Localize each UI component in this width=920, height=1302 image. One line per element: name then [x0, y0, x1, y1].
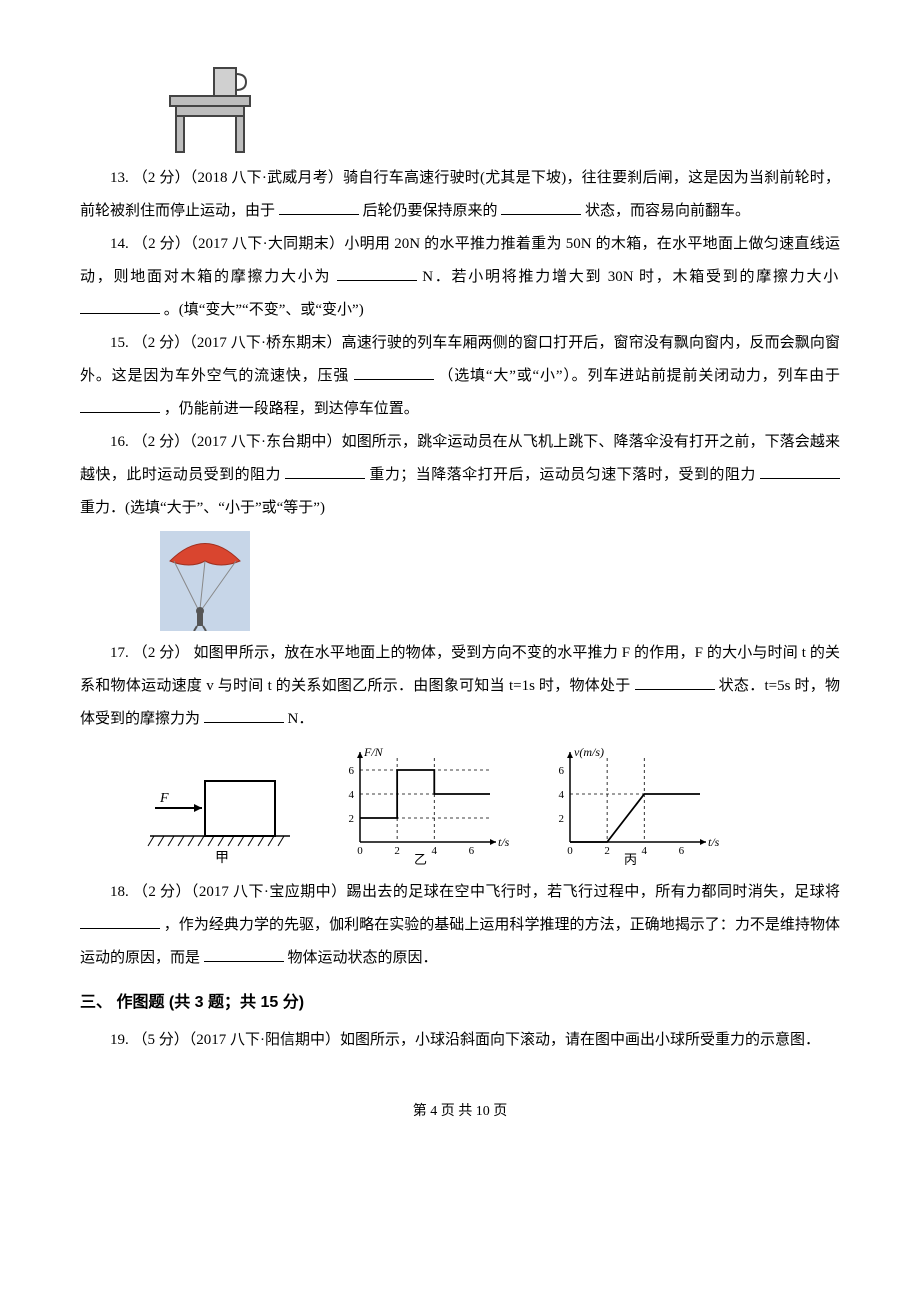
q13-mid: 后轮仍要保持原来的: [363, 203, 498, 219]
caption-jia: 甲: [215, 851, 229, 866]
svg-text:v(m/s): v(m/s): [574, 746, 604, 759]
svg-text:0: 0: [567, 845, 573, 857]
question-19: 19. （5 分）（2017 八下·阳信期中）如图所示，小球沿斜面向下滚动，请在…: [80, 1024, 840, 1057]
q18-blank-2[interactable]: [204, 946, 284, 962]
question-16: 16. （2 分）（2017 八下·东台期中）如图所示，跳伞运动员在从飞机上跳下…: [80, 426, 840, 525]
chart-Ft: 0 2 4 6 2 4 6 t/s F/N 乙: [330, 746, 510, 866]
section-3-title: 三、 作图题 (共 3 题；共 15 分): [80, 985, 840, 1020]
svg-text:2: 2: [604, 845, 610, 857]
q16-blank-2[interactable]: [760, 463, 840, 479]
question-18: 18. （2 分）（2017 八下·宝应期中）踢出去的足球在空中飞行时，若飞行过…: [80, 876, 840, 975]
q15-blank-1[interactable]: [354, 364, 434, 380]
q15-blank-2[interactable]: [80, 397, 160, 413]
q14-blank-2[interactable]: [80, 298, 160, 314]
figure-row-q17: F 甲 0 2 4 6 2 4 6 t/s F/N 乙 0 2 4 6 2 4 6 t/s v(m/s) 丙: [140, 746, 840, 866]
q13-blank-1[interactable]: [279, 199, 359, 215]
q16-blank-1[interactable]: [285, 463, 365, 479]
question-14: 14. （2 分）（2017 八下·大同期末）小明用 20N 的水平推力推着重为…: [80, 228, 840, 327]
svg-text:2: 2: [559, 813, 565, 825]
q15-mid1: （选填“大”或“小”）。列车进站前提前关闭动力，列车由于: [438, 368, 840, 384]
svg-text:4: 4: [642, 845, 648, 857]
question-17: 17. （2 分） 如图甲所示，放在水平地面上的物体，受到方向不变的水平推力 F…: [80, 637, 840, 736]
q14-tail: 。(填“变大”“不变”、或“变小”): [164, 302, 364, 318]
question-15: 15. （2 分）（2017 八下·桥东期末）高速行驶的列车车厢两侧的窗口打开后…: [80, 327, 840, 426]
svg-text:4: 4: [559, 789, 565, 801]
q17-tail: N．: [288, 711, 314, 727]
q14-mid: N．若小明将推力增大到 30N 时，木箱受到的摩擦力大小: [422, 269, 840, 285]
q18-prefix: 18. （2 分）（2017 八下·宝应期中）踢出去的足球在空中飞行时，若飞行过…: [110, 884, 840, 900]
svg-text:2: 2: [349, 813, 355, 825]
label-F: F: [159, 791, 169, 806]
svg-text:t/s: t/s: [708, 835, 720, 849]
q18-blank-1[interactable]: [80, 913, 160, 929]
q18-tail: 物体运动状态的原因．: [288, 950, 438, 966]
svg-text:4: 4: [349, 789, 355, 801]
figure-parachute: [160, 531, 840, 631]
svg-text:2: 2: [394, 845, 400, 857]
q18-mid: ，作为经典力学的先驱，伽利略在实验的基础上运用科学推理的方法，正确地揭示了：力不…: [80, 917, 840, 966]
q17-blank-2[interactable]: [204, 707, 284, 723]
svg-text:t/s: t/s: [498, 835, 510, 849]
svg-text:4: 4: [432, 845, 438, 857]
svg-text:6: 6: [559, 765, 565, 777]
svg-text:0: 0: [357, 845, 363, 857]
q13-tail: 状态，而容易向前翻车。: [585, 203, 750, 219]
q16-tail: 重力．(选填“大于”、“小于”或“等于”): [80, 500, 325, 516]
q14-blank-1[interactable]: [337, 265, 417, 281]
svg-text:乙: 乙: [414, 852, 427, 866]
q15-mid2: ，仍能前进一段路程，到达停车位置。: [164, 401, 419, 417]
figure-block: F 甲: [140, 756, 300, 866]
svg-text:6: 6: [349, 765, 355, 777]
page-footer: 第 4 页 共 10 页: [80, 1097, 840, 1128]
question-13: 13. （2 分）（2018 八下·武威月考）骑自行车高速行驶时(尤其是下坡)，…: [80, 162, 840, 228]
q17-blank-1[interactable]: [635, 674, 715, 690]
q13-blank-2[interactable]: [501, 199, 581, 215]
svg-text:6: 6: [679, 845, 685, 857]
svg-text:F/N: F/N: [363, 746, 384, 759]
chart-vt: 0 2 4 6 2 4 6 t/s v(m/s) 丙: [540, 746, 720, 866]
svg-text:6: 6: [469, 845, 475, 857]
q16-mid: 重力；当降落伞打开后，运动员匀速下落时，受到的阻力: [369, 467, 755, 483]
svg-text:丙: 丙: [624, 852, 637, 866]
figure-table-mug: [160, 66, 840, 156]
